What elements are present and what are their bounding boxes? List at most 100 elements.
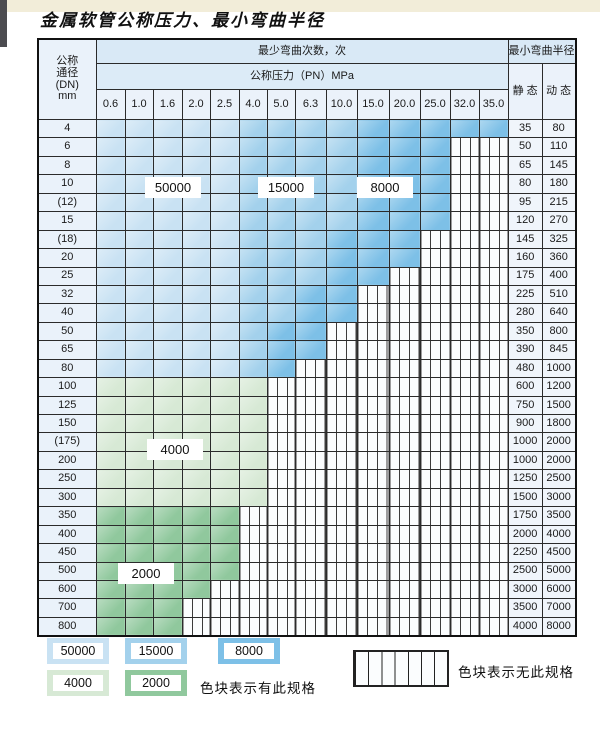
spec-cell-no-spec-hatch: [325, 487, 358, 508]
dynamic-radius-cell: 1000: [541, 358, 577, 379]
spec-cell-cycles-4000: [95, 469, 126, 489]
spec-cell-cycles-4000: [152, 413, 183, 434]
spec-cell-no-spec-hatch: [266, 506, 296, 526]
spec-cell-cycles-15000: [238, 266, 268, 286]
dynamic-radius-cell: 1800: [541, 413, 577, 434]
spec-cell-cycles-50000: [181, 229, 211, 250]
spec-cell-cycles-8000: [325, 229, 358, 250]
legend-swatch-15000: 15000: [125, 638, 187, 664]
spec-cell-no-spec-hatch: [449, 395, 480, 416]
static-header: 静 态: [507, 63, 543, 120]
spec-cell-cycles-4000: [209, 432, 240, 452]
spec-cell-cycles-50000: [95, 321, 126, 342]
spec-cell-cycles-50000: [152, 266, 183, 286]
table-row-dn-600: 600 3000 6000: [37, 579, 577, 600]
spec-cell-cycles-2000: [152, 598, 183, 618]
corner-line-1: 公称: [56, 55, 79, 68]
spec-table: 公称 通径 (DN) mm 最少弯曲次数，次 最小弯曲半径 公称压力（PN）MP…: [37, 38, 577, 638]
spec-cell-cycles-8000: [419, 174, 451, 194]
legend-no-spec-swatch: [353, 650, 449, 687]
spec-cell-no-spec-hatch: [388, 487, 421, 508]
spec-cell-cycles-2000: [95, 579, 126, 600]
spec-cell-no-spec-hatch: [356, 487, 390, 508]
dynamic-radius-cell: 1500: [541, 395, 577, 416]
spec-cell-cycles-4000: [95, 377, 126, 397]
table-row-dn-4: 4 35 80: [37, 118, 577, 139]
spec-cell-no-spec-hatch: [266, 469, 296, 489]
spec-cell-no-spec-hatch: [294, 616, 327, 637]
table-row-dn-200: 200 1000 2000: [37, 450, 577, 471]
spec-cell-no-spec-hatch: [325, 616, 358, 637]
spec-cell-no-spec-hatch: [478, 303, 509, 323]
spec-cell-no-spec-hatch: [478, 358, 509, 379]
spec-cell-no-spec-hatch: [478, 450, 509, 471]
spec-cell-no-spec-hatch: [325, 543, 358, 563]
table-row-dn-500: 500 2500 5000: [37, 561, 577, 581]
spec-cell-no-spec-hatch: [478, 469, 509, 489]
dn-cell: 125: [37, 395, 97, 416]
corner-line-2: 通径: [56, 66, 79, 79]
spec-cell-cycles-8000: [356, 118, 390, 139]
corner-line-4: mm: [58, 90, 77, 103]
spec-cell-no-spec-hatch: [238, 561, 268, 581]
spec-cell-no-spec-hatch: [419, 450, 451, 471]
spec-cell-cycles-4000: [209, 395, 240, 416]
spec-cell-no-spec-hatch: [356, 543, 390, 563]
spec-cell-no-spec-hatch: [325, 598, 358, 618]
dynamic-radius-cell: 6000: [541, 579, 577, 600]
spec-cell-cycles-50000: [124, 118, 154, 139]
spec-cell-cycles-15000: [294, 211, 327, 231]
table-row-dn-400: 400 2000 4000: [37, 524, 577, 545]
spec-cell-cycles-50000: [152, 229, 183, 250]
spec-cell-cycles-50000: [209, 174, 240, 194]
dn-cell: 65: [37, 340, 97, 360]
spec-cell-no-spec-hatch: [266, 598, 296, 618]
table-row-dn-25: 25 175 400: [37, 266, 577, 286]
spec-cell-no-spec-hatch: [449, 155, 480, 176]
dynamic-radius-cell: 2000: [541, 450, 577, 471]
spec-cell-no-spec-hatch: [266, 432, 296, 452]
spec-cell-cycles-50000: [95, 174, 126, 194]
spec-cell-cycles-15000: [294, 248, 327, 268]
spec-cell-cycles-50000: [124, 229, 154, 250]
spec-cell-no-spec-hatch: [478, 506, 509, 526]
spec-cell-no-spec-hatch: [209, 598, 240, 618]
spec-cell-no-spec-hatch: [294, 579, 327, 600]
pressure-col-15.0: 15.0: [356, 89, 390, 120]
spec-cell-cycles-4000: [238, 413, 268, 434]
spec-cell-cycles-8000: [356, 155, 390, 176]
spec-cell-cycles-4000: [238, 377, 268, 397]
legend-swatch-label: 50000: [53, 643, 103, 659]
pressure-header: 公称压力（PN）MPa: [95, 63, 509, 90]
spec-cell-cycles-4000: [152, 469, 183, 489]
static-radius-cell: 900: [507, 413, 543, 434]
spec-cell-cycles-50000: [95, 192, 126, 213]
static-radius-cell: 120: [507, 211, 543, 231]
spec-cell-cycles-2000: [95, 506, 126, 526]
spec-cell-no-spec-hatch: [325, 395, 358, 416]
spec-cell-cycles-4000: [238, 487, 268, 508]
dynamic-radius-cell: 270: [541, 211, 577, 231]
spec-cell-no-spec-hatch: [356, 321, 390, 342]
spec-cell-no-spec-hatch: [325, 561, 358, 581]
spec-cell-cycles-15000: [238, 248, 268, 268]
spec-cell-cycles-50000: [95, 137, 126, 157]
spec-cell-cycles-15000: [266, 229, 296, 250]
dn-cell: 600: [37, 579, 97, 600]
spec-cell-no-spec-hatch: [419, 377, 451, 397]
spec-cell-no-spec-hatch: [419, 543, 451, 563]
spec-cell-no-spec-hatch: [449, 598, 480, 618]
spec-cell-cycles-15000: [238, 137, 268, 157]
spec-cell-no-spec-hatch: [419, 616, 451, 637]
spec-cell-cycles-50000: [181, 266, 211, 286]
spec-cell-cycles-15000: [266, 137, 296, 157]
spec-cell-no-spec-hatch: [419, 284, 451, 305]
dynamic-radius-cell: 3500: [541, 506, 577, 526]
spec-cell-no-spec-hatch: [419, 579, 451, 600]
spec-cell-no-spec-hatch: [325, 432, 358, 452]
spec-cell-no-spec-hatch: [449, 561, 480, 581]
spec-cell-cycles-4000: [238, 432, 268, 452]
spec-cell-cycles-4000: [181, 377, 211, 397]
spec-cell-cycles-2000: [95, 543, 126, 563]
spec-cell-no-spec-hatch: [325, 413, 358, 434]
